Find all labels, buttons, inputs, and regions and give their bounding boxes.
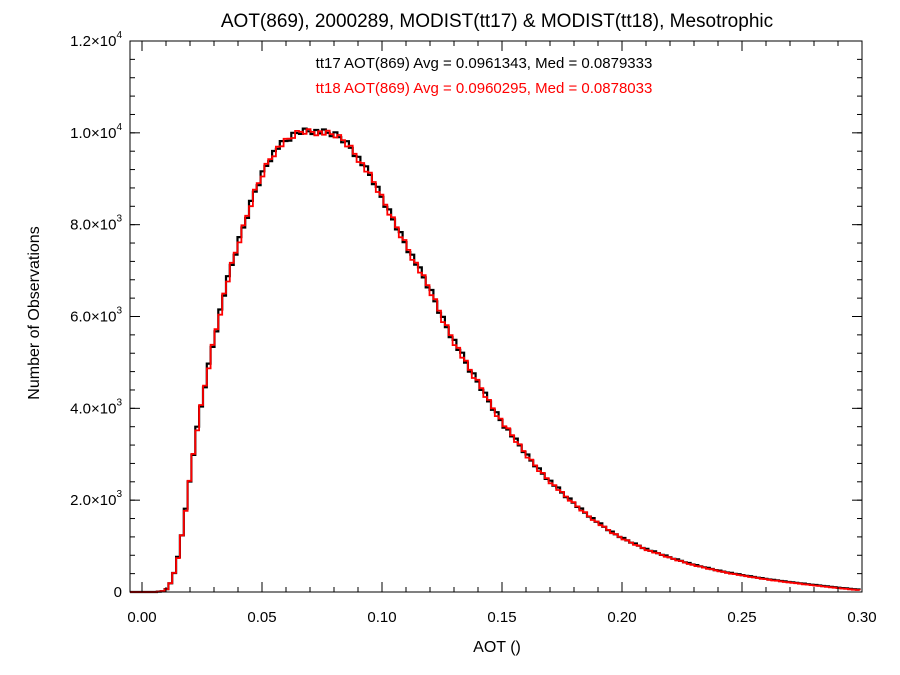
y-tick-label: 1.0×104: [70, 122, 122, 142]
x-tick-label: 0.25: [727, 609, 756, 626]
x-tick-label: 0.30: [847, 609, 876, 626]
x-tick-label: 0.00: [127, 609, 156, 626]
y-tick-label: 1.2×104: [70, 30, 122, 50]
annotation-2: tt18 AOT(869) Avg = 0.0960295, Med = 0.0…: [316, 80, 653, 97]
x-tick-label: 0.20: [607, 609, 636, 626]
x-tick-label: 0.10: [367, 609, 396, 626]
chart-title: AOT(869), 2000289, MODIST(tt17) & MODIST…: [221, 11, 773, 32]
x-tick-label: 0.15: [487, 609, 516, 626]
series-tt18-line: [130, 128, 861, 593]
series-tt17-line: [130, 127, 861, 594]
y-tick-label: 6.0×103: [70, 306, 122, 326]
annotation-1: tt17 AOT(869) Avg = 0.0961343, Med = 0.0…: [316, 55, 653, 72]
y-tick-label: 0: [114, 584, 122, 601]
x-axis-label: AOT (): [473, 639, 521, 656]
plot-frame: [129, 40, 863, 593]
y-tick-label: 2.0×103: [70, 489, 122, 509]
x-tick-label: 0.05: [247, 609, 276, 626]
y-tick-label: 4.0×103: [70, 397, 122, 417]
y-tick-label: 8.0×103: [70, 214, 122, 234]
y-axis-label: Number of Observations: [26, 226, 43, 399]
